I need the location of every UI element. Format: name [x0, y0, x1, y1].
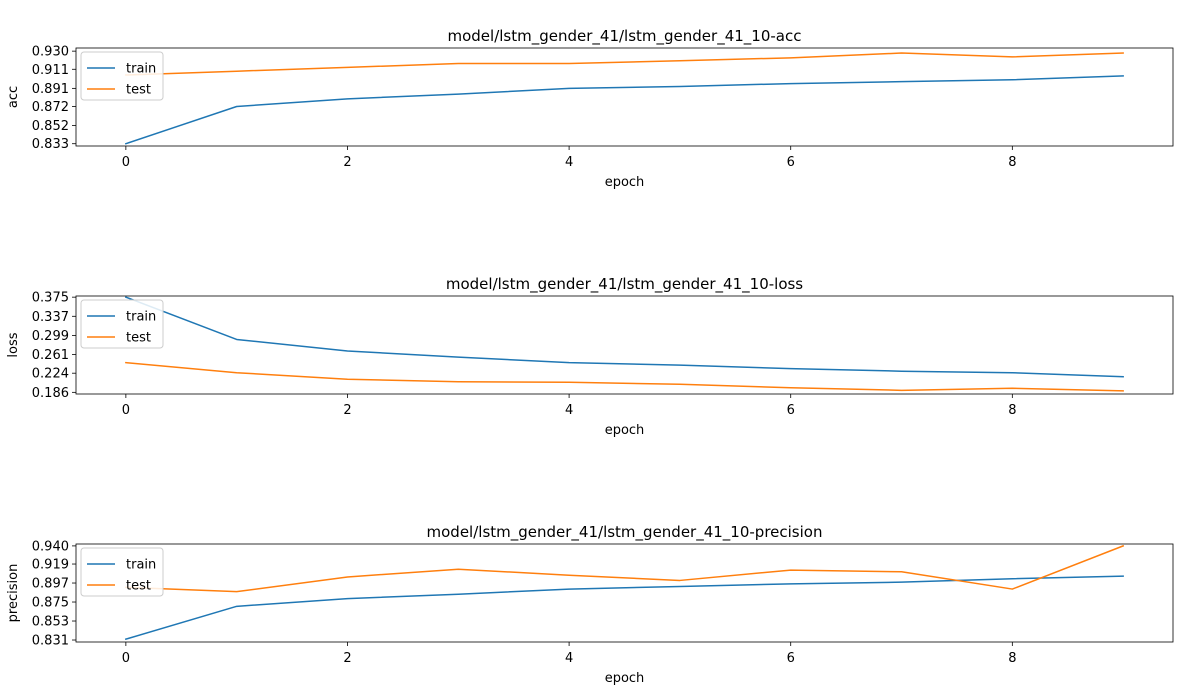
- x-tick-label: 8: [1008, 155, 1016, 170]
- axes-frame: [75, 543, 1174, 643]
- y-axis-label: loss: [6, 332, 21, 357]
- train-series-line: [124, 575, 1124, 641]
- axes-frame: [75, 47, 1174, 147]
- legend-box: [80, 51, 164, 101]
- test-series-line: [125, 52, 1124, 76]
- y-axis-label: acc: [6, 86, 21, 108]
- x-tick-label: 2: [343, 651, 351, 666]
- legend: train test: [80, 299, 164, 349]
- y-tick-label: 0.919: [32, 558, 69, 573]
- legend-label-test: test: [126, 331, 151, 346]
- x-tick-label: 2: [343, 403, 351, 418]
- subplot-1: 0 2 4 6 8 0.833 0.852 0.872 0.891 0.911 0.930 model…: [6, 27, 1174, 190]
- x-tick-label: 6: [787, 155, 795, 170]
- x-tick-label: 4: [565, 651, 573, 666]
- legend-label-test: test: [126, 83, 151, 98]
- legend: train test: [80, 547, 164, 597]
- y-tick-label: 0.872: [32, 100, 69, 115]
- train-series-line: [124, 296, 1124, 378]
- legend-label-train: train: [126, 62, 156, 77]
- x-tick-label: 2: [343, 155, 351, 170]
- y-tick-label: 0.337: [32, 310, 69, 325]
- y-tick-label: 0.891: [32, 82, 69, 97]
- test-series-line: [125, 544, 1125, 593]
- y-tick-label: 0.875: [32, 596, 69, 611]
- y-tick-label: 0.224: [32, 367, 69, 382]
- axes-frame: [75, 295, 1174, 395]
- x-axis-label: epoch: [605, 423, 645, 438]
- chart-title: model/lstm_gender_41/lstm_gender_41_10-l…: [446, 275, 803, 294]
- y-tick-label: 0.299: [32, 329, 69, 344]
- chart-title: model/lstm_gender_41/lstm_gender_41_10-a…: [448, 27, 802, 46]
- legend-box: [80, 299, 164, 349]
- legend-label-train: train: [126, 558, 156, 573]
- x-tick-label: 4: [565, 403, 573, 418]
- x-tick-label: 8: [1008, 651, 1016, 666]
- test-series-line: [125, 361, 1124, 392]
- chart-title: model/lstm_gender_41/lstm_gender_41_10-p…: [427, 523, 823, 542]
- y-axis-label: precision: [6, 564, 21, 623]
- x-axis-label: epoch: [605, 671, 645, 686]
- x-tick-label: 8: [1008, 403, 1016, 418]
- y-tick-label: 0.897: [32, 577, 69, 592]
- x-tick-label: 0: [122, 403, 130, 418]
- y-tick-label: 0.853: [32, 615, 69, 630]
- x-tick-label: 4: [565, 155, 573, 170]
- x-tick-label: 0: [122, 155, 130, 170]
- y-tick-label: 0.940: [32, 539, 69, 554]
- x-tick-label: 6: [787, 651, 795, 666]
- y-tick-label: 0.930: [32, 45, 69, 60]
- y-tick-label: 0.261: [32, 348, 69, 363]
- legend-box: [80, 547, 164, 597]
- subplot-3: 0 2 4 6 8 0.831 0.853 0.875 0.897 0.919 0.940 model…: [6, 523, 1174, 686]
- x-tick-label: 0: [122, 651, 130, 666]
- y-tick-label: 0.911: [32, 63, 69, 78]
- y-tick-label: 0.833: [32, 137, 69, 152]
- x-tick-label: 6: [787, 403, 795, 418]
- subplot-2: 0 2 4 6 8 0.186 0.224 0.261 0.299 0.337 0.375 model…: [6, 275, 1174, 438]
- legend-label-test: test: [126, 579, 151, 594]
- y-tick-label: 0.186: [32, 386, 69, 401]
- y-tick-label: 0.852: [32, 119, 69, 134]
- y-tick-label: 0.831: [32, 634, 69, 649]
- y-tick-label: 0.375: [32, 291, 69, 306]
- legend-label-train: train: [126, 310, 156, 325]
- train-series-line: [124, 75, 1124, 145]
- x-axis-label: epoch: [605, 175, 645, 190]
- legend: train test: [80, 51, 164, 101]
